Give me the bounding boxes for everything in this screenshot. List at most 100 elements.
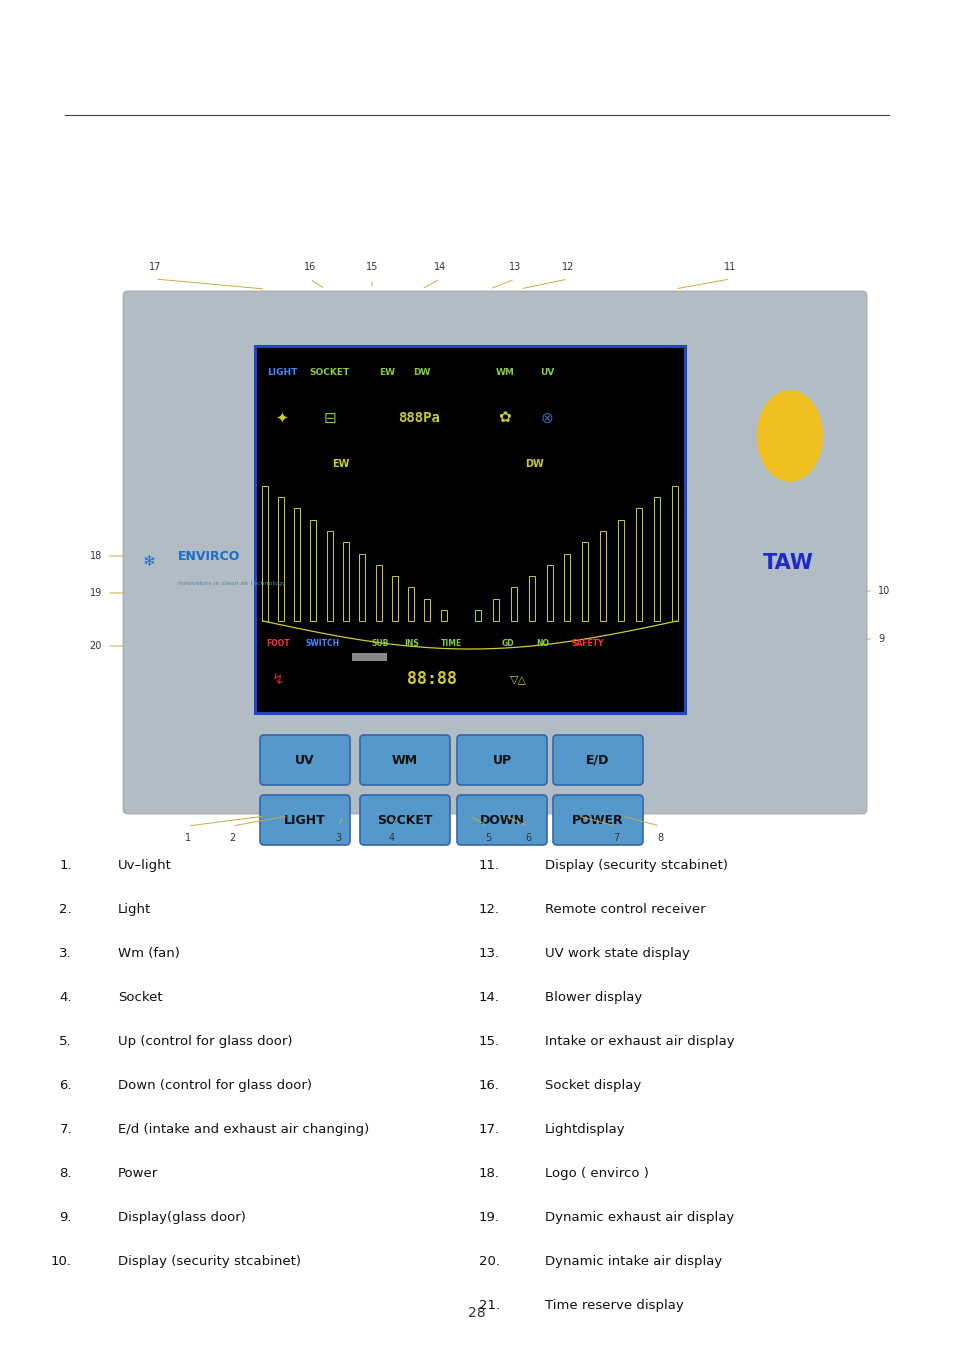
- Bar: [342, 542, 349, 621]
- Bar: [546, 565, 552, 621]
- Text: 13.: 13.: [478, 947, 499, 961]
- Text: 19.: 19.: [478, 1210, 499, 1224]
- Text: ❄: ❄: [143, 554, 155, 569]
- Text: SAFETY: SAFETY: [571, 639, 603, 647]
- Text: 11: 11: [723, 262, 736, 272]
- Text: Lightdisplay: Lightdisplay: [544, 1123, 625, 1136]
- Bar: [408, 588, 414, 621]
- Text: 3.: 3.: [59, 947, 71, 961]
- FancyBboxPatch shape: [553, 735, 642, 785]
- Text: ▽△: ▽△: [509, 674, 526, 684]
- Text: Logo ( envirco ): Logo ( envirco ): [544, 1167, 648, 1179]
- Bar: [528, 576, 534, 621]
- Bar: [352, 653, 387, 661]
- FancyBboxPatch shape: [260, 794, 350, 844]
- Text: 12: 12: [561, 262, 574, 272]
- Text: LIGHT: LIGHT: [267, 369, 297, 377]
- Text: Remote control receiver: Remote control receiver: [544, 902, 705, 916]
- Text: LIGHT: LIGHT: [284, 813, 326, 827]
- Text: Up (control for glass door): Up (control for glass door): [118, 1035, 293, 1048]
- Text: Display(glass door): Display(glass door): [118, 1210, 246, 1224]
- Text: 11.: 11.: [478, 859, 499, 871]
- Text: 14.: 14.: [478, 992, 499, 1004]
- Text: Uv–light: Uv–light: [118, 859, 172, 871]
- Bar: [493, 598, 498, 621]
- Text: Dynamic intake air display: Dynamic intake air display: [544, 1255, 721, 1269]
- FancyBboxPatch shape: [359, 735, 450, 785]
- Bar: [653, 497, 659, 621]
- Bar: [440, 609, 446, 621]
- Text: TAW: TAW: [761, 553, 813, 573]
- Text: 1: 1: [185, 834, 191, 843]
- Bar: [261, 486, 267, 621]
- Text: Time reserve display: Time reserve display: [544, 1300, 683, 1312]
- Text: 10.: 10.: [51, 1255, 71, 1269]
- Text: SOCKET: SOCKET: [310, 369, 350, 377]
- Text: 4.: 4.: [59, 992, 71, 1004]
- Text: SWITCH: SWITCH: [306, 639, 339, 647]
- Text: 888Pa: 888Pa: [398, 411, 440, 426]
- Text: ✦: ✦: [275, 411, 288, 426]
- Text: DW: DW: [524, 459, 543, 469]
- Text: WM: WM: [495, 369, 514, 377]
- Bar: [375, 565, 381, 621]
- FancyBboxPatch shape: [359, 794, 450, 844]
- Text: 18: 18: [90, 551, 102, 561]
- Bar: [294, 508, 300, 621]
- Text: WM: WM: [392, 754, 417, 766]
- Text: SOCKET: SOCKET: [376, 813, 433, 827]
- Text: NO: NO: [536, 639, 549, 647]
- Bar: [392, 576, 397, 621]
- Text: 88:88: 88:88: [407, 670, 456, 688]
- Text: ⊟: ⊟: [323, 411, 336, 426]
- Text: 14: 14: [434, 262, 446, 272]
- Text: 20.: 20.: [478, 1255, 499, 1269]
- Text: 12.: 12.: [478, 902, 499, 916]
- Text: 20: 20: [90, 640, 102, 651]
- Text: E/D: E/D: [586, 754, 609, 766]
- Text: UV: UV: [539, 369, 554, 377]
- Text: Light: Light: [118, 902, 152, 916]
- Text: 3: 3: [335, 834, 341, 843]
- Text: EW: EW: [332, 459, 350, 469]
- Text: Blower display: Blower display: [544, 992, 641, 1004]
- Bar: [326, 531, 333, 621]
- Text: FOOT: FOOT: [266, 639, 290, 647]
- Text: 18.: 18.: [478, 1167, 499, 1179]
- Text: 13: 13: [508, 262, 520, 272]
- FancyBboxPatch shape: [260, 735, 350, 785]
- Text: Socket display: Socket display: [544, 1079, 640, 1092]
- Text: 8.: 8.: [59, 1167, 71, 1179]
- Text: 15: 15: [365, 262, 377, 272]
- Text: POWER: POWER: [572, 813, 623, 827]
- Text: Socket: Socket: [118, 992, 162, 1004]
- Bar: [475, 609, 480, 621]
- FancyBboxPatch shape: [254, 346, 684, 713]
- Text: 5: 5: [484, 834, 491, 843]
- Text: ✿: ✿: [498, 411, 511, 426]
- Bar: [635, 508, 641, 621]
- Bar: [359, 554, 365, 621]
- Text: 16.: 16.: [478, 1079, 499, 1092]
- Text: UV work state display: UV work state display: [544, 947, 689, 961]
- Text: UV: UV: [294, 754, 314, 766]
- Text: 7: 7: [612, 834, 618, 843]
- Text: 2: 2: [229, 834, 234, 843]
- FancyBboxPatch shape: [553, 794, 642, 844]
- FancyBboxPatch shape: [456, 735, 546, 785]
- Bar: [671, 486, 677, 621]
- Text: 19: 19: [90, 588, 102, 598]
- FancyBboxPatch shape: [456, 794, 546, 844]
- Text: Dynamic exhaust air display: Dynamic exhaust air display: [544, 1210, 734, 1224]
- Text: Intake or exhaust air display: Intake or exhaust air display: [544, 1035, 734, 1048]
- Bar: [599, 531, 605, 621]
- Bar: [564, 554, 570, 621]
- Text: 1.: 1.: [59, 859, 71, 871]
- Text: DOWN: DOWN: [479, 813, 524, 827]
- Bar: [310, 520, 316, 621]
- Text: SUB: SUB: [371, 639, 388, 647]
- Text: DW: DW: [413, 369, 430, 377]
- FancyBboxPatch shape: [123, 290, 866, 815]
- Text: 2.: 2.: [59, 902, 71, 916]
- Text: ENVIRCO: ENVIRCO: [178, 550, 240, 562]
